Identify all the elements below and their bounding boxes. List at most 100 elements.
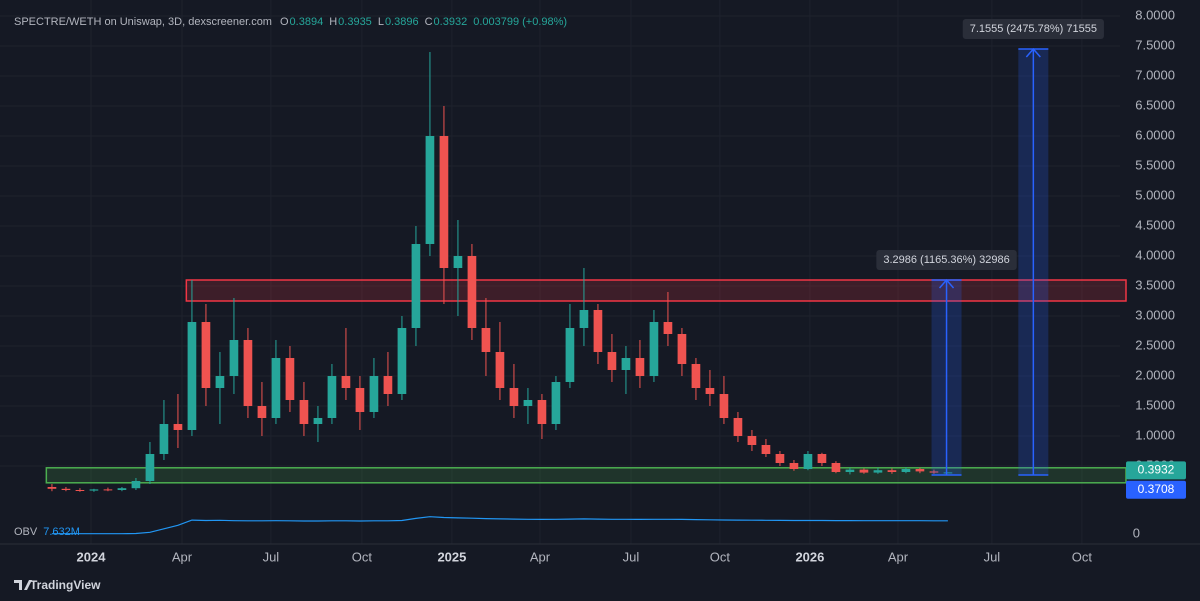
obv-tick-label: 0 (1133, 525, 1140, 540)
candle-body (845, 469, 855, 472)
candle-body (383, 376, 393, 394)
candle-body (89, 489, 99, 491)
candle-body (621, 358, 631, 370)
candle-body (831, 463, 841, 472)
measure-label-box (962, 19, 1104, 39)
candle-body (369, 376, 379, 412)
candle-body (789, 463, 799, 469)
candle-body (299, 400, 309, 424)
candle-body (915, 469, 925, 472)
candle-body (341, 376, 351, 388)
candle-body (327, 376, 337, 418)
measure-arrowhead (938, 278, 955, 289)
candle-body (537, 400, 547, 424)
candle-body (509, 388, 519, 406)
candle-body (453, 256, 463, 268)
candle-body (943, 472, 953, 474)
candle-body (103, 489, 113, 491)
legend-change: 0.003799 (+0.98%) (473, 16, 567, 28)
candle-body (565, 328, 575, 382)
brand-name: TradingView (30, 578, 101, 592)
candle-body (663, 322, 673, 334)
candle-body (733, 418, 743, 436)
candle-body (439, 136, 449, 268)
candle-body (677, 334, 687, 364)
obv-name: OBV (14, 526, 38, 538)
candle-body (705, 388, 715, 394)
y-tick-label: 4.0000 (1135, 247, 1175, 262)
candle-body (271, 358, 281, 418)
y-tick-label: 5.5000 (1135, 157, 1175, 172)
plot-area: 3.2986 (1165.36%) 32986 7.1555 (2475.78%)… (45, 19, 1127, 535)
candle-body (131, 481, 141, 489)
legend-value: 0.3932 (434, 16, 468, 28)
y-tick-label: 6.5000 (1135, 97, 1175, 112)
candle-body (425, 136, 435, 244)
x-tick-label: Oct (352, 549, 373, 564)
candle-body (579, 310, 589, 328)
candle-body (75, 490, 85, 491)
candle-body (775, 454, 785, 463)
y-tick-label: 3.0000 (1135, 307, 1175, 322)
candle-body (61, 488, 71, 490)
x-tick-label: Oct (710, 549, 731, 564)
candle-body (747, 436, 757, 445)
candle-body (551, 382, 561, 424)
y-tick-label: 6.0000 (1135, 127, 1175, 142)
candle-body (229, 340, 239, 376)
candle-body (243, 340, 253, 406)
candle-body (929, 471, 939, 473)
candle-body (691, 364, 701, 388)
price-label-box (1126, 461, 1186, 480)
chart-title: SPECTRE/WETH on Uniswap, 3D, dexscreener… (14, 16, 272, 28)
candle-body (803, 454, 813, 469)
price-label: 0.3708 (1138, 482, 1175, 496)
legend-value: 0.3935 (338, 16, 372, 28)
candle-body (47, 487, 57, 489)
legend-key: H (329, 16, 337, 28)
x-tick-label: Jul (623, 549, 640, 564)
x-tick-label: Jul (984, 549, 1001, 564)
candle-body (523, 400, 533, 406)
candle-body (117, 488, 127, 490)
candle-body (859, 469, 869, 473)
candle-body (649, 322, 659, 376)
y-tick-label: 5.0000 (1135, 187, 1175, 202)
candle-body (481, 328, 491, 352)
legend-key: C (425, 16, 433, 28)
axes: 0.50001.00001.50002.00002.50003.00003.50… (14, 7, 1186, 564)
measure-arrowhead (1025, 47, 1041, 58)
measure-label: 7.1555 (2475.78%) 71555 (970, 23, 1097, 35)
candle-body (397, 328, 407, 394)
y-tick-label: 3.5000 (1135, 277, 1175, 292)
price-label: 0.3932 (1138, 463, 1175, 477)
candle-body (607, 352, 617, 370)
candle-body (173, 424, 183, 430)
x-tick-label: Apr (530, 549, 551, 564)
candle-body (145, 454, 155, 481)
legend-value: 0.3894 (290, 16, 324, 28)
obv-line (51, 516, 948, 535)
brand: TradingView (14, 578, 101, 592)
candle-body (467, 256, 477, 328)
x-tick-label: Apr (172, 549, 193, 564)
candle-body (187, 322, 197, 430)
legend-value: 0.3896 (385, 16, 419, 28)
brand-logo (14, 580, 32, 590)
x-tick-label: 2025 (437, 549, 466, 564)
y-tick-label: 4.5000 (1135, 217, 1175, 232)
y-tick-label: 7.5000 (1135, 37, 1175, 52)
y-tick-label: 2.5000 (1135, 337, 1175, 352)
y-tick-label: 1.5000 (1135, 397, 1175, 412)
x-tick-label: Apr (888, 549, 909, 564)
candle-body (887, 470, 897, 472)
zone (45, 467, 1127, 484)
candle-body (817, 454, 827, 463)
x-tick-label: Oct (1072, 549, 1093, 564)
zone (185, 279, 1127, 302)
price-label-box (1126, 480, 1186, 499)
candle-body (873, 470, 883, 473)
obv-value: 7.632M (43, 526, 80, 538)
